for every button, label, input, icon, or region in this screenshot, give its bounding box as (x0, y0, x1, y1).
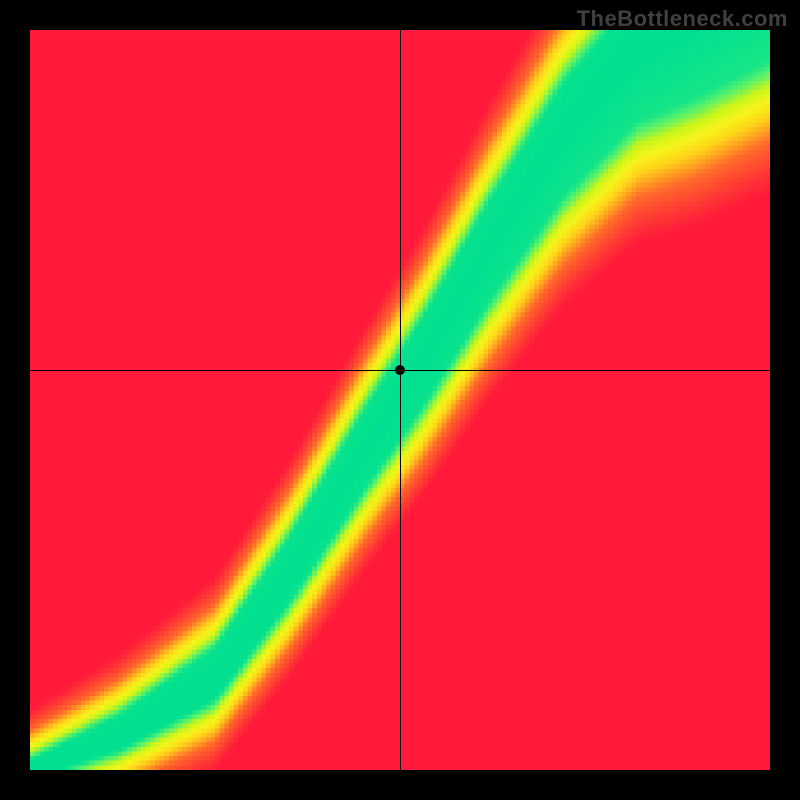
crosshair-vertical (400, 30, 401, 770)
heatmap-plot (30, 30, 770, 770)
marker-dot (395, 365, 405, 375)
watermark-text: TheBottleneck.com (577, 6, 788, 32)
